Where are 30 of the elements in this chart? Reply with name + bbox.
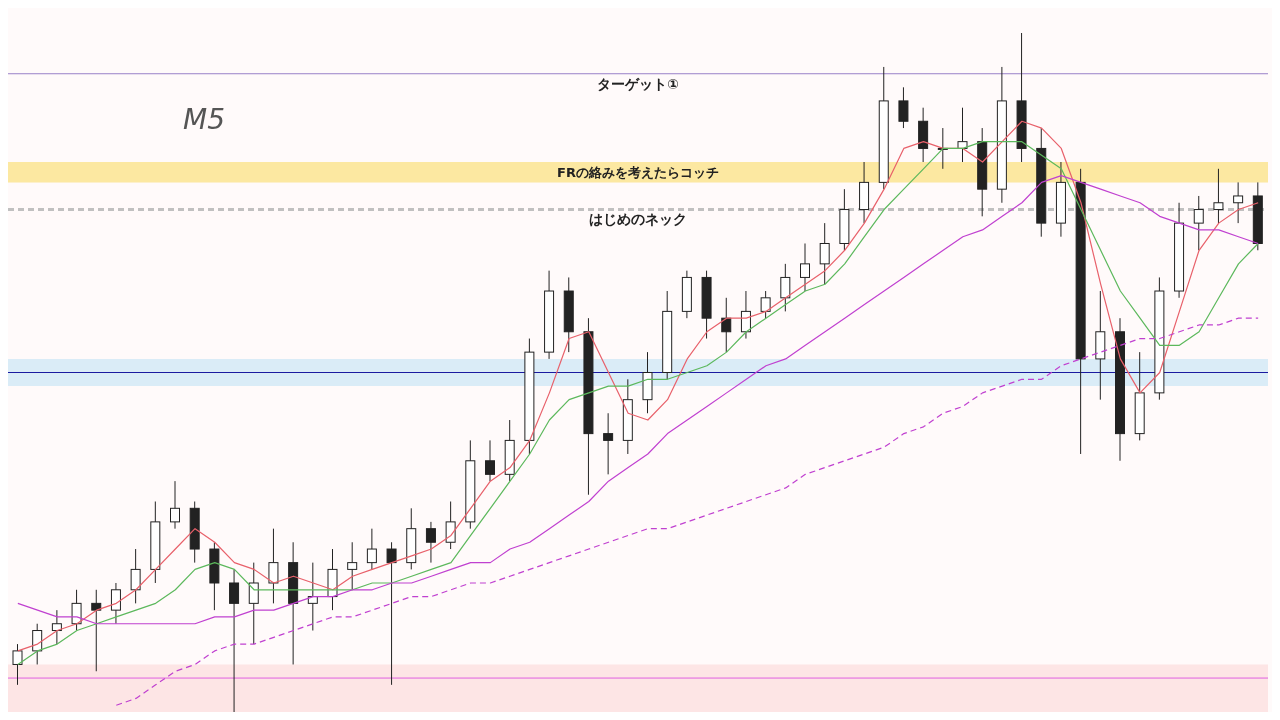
candlestick: [425, 521, 436, 564]
candlestick: [760, 290, 771, 319]
candlestick: [445, 501, 456, 550]
candlestick: [110, 582, 121, 625]
candlestick: [485, 439, 495, 482]
ref-line-label: はじめのネック: [589, 211, 687, 228]
candlestick: [957, 107, 968, 163]
candlestick: [386, 541, 397, 686]
candlestick: [170, 480, 180, 530]
candlestick: [32, 623, 43, 665]
candlestick: [1193, 195, 1204, 251]
candlestick: [51, 609, 62, 645]
candlestick: [12, 643, 23, 686]
candlestick: [347, 541, 358, 591]
candlestick: [800, 242, 810, 292]
candlestick: [130, 548, 141, 604]
candlestick: [1213, 168, 1224, 224]
candlestick: [91, 589, 102, 672]
candlestick: [780, 263, 791, 312]
candlestick: [819, 222, 830, 285]
candlestick: [248, 562, 259, 645]
candlestick: [268, 528, 279, 604]
candlestick: [1233, 181, 1244, 224]
candlestick: [229, 568, 240, 712]
candlestick: [366, 528, 377, 570]
text: M5: [183, 103, 225, 136]
candlestick: [603, 412, 614, 475]
band-label: FRの絡みを考えたらコッチ: [557, 164, 719, 180]
ref-line-label: ターゲット①: [597, 75, 679, 92]
candlestick: [898, 86, 909, 129]
